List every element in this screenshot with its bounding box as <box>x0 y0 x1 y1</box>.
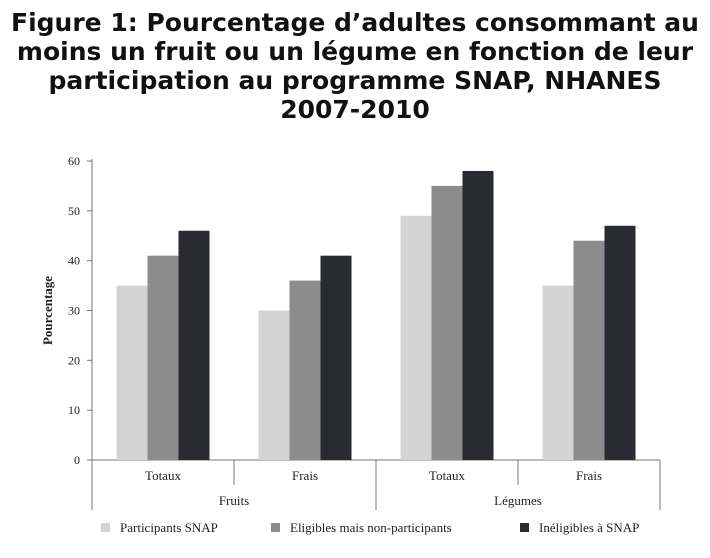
bar <box>431 185 463 460</box>
bar <box>400 215 432 460</box>
group-label: Légumes <box>494 493 542 508</box>
chart-labels: 0 10 20 30 40 50 60 Pourcentage Totaux Frais Totau… <box>40 154 602 508</box>
bar <box>542 285 574 460</box>
bar <box>258 310 290 460</box>
y-tick-label: 0 <box>74 453 80 467</box>
y-tick-label: 30 <box>68 304 80 318</box>
legend-swatch <box>101 523 110 532</box>
category-label: Frais <box>576 468 602 483</box>
group-label: Fruits <box>219 493 249 508</box>
bar <box>289 280 321 460</box>
y-tick-label: 20 <box>68 353 80 367</box>
figure-title: Figure 1: Pourcentage d’adultes consomma… <box>11 8 699 124</box>
bar <box>604 225 636 460</box>
y-tick-label: 40 <box>68 254 80 268</box>
chart-bars <box>116 170 636 460</box>
category-label: Totaux <box>429 468 465 483</box>
chart-legend: Participants SNAP Eligibles mais non-part… <box>101 520 639 535</box>
y-tick-label: 50 <box>68 204 80 218</box>
category-label: Frais <box>292 468 318 483</box>
category-label: Totaux <box>145 468 181 483</box>
legend-label: Eligibles mais non-participants <box>290 520 452 535</box>
bar <box>178 230 210 460</box>
bar <box>462 170 494 460</box>
y-tick-label: 60 <box>68 154 80 168</box>
bar <box>116 285 148 460</box>
y-tick-label: 10 <box>68 403 80 417</box>
bar <box>320 255 352 460</box>
legend-swatch <box>520 523 529 532</box>
bar <box>147 255 179 460</box>
legend-label: Inéligibles à SNAP <box>539 520 639 535</box>
bar <box>573 240 605 460</box>
y-axis-title: Pourcentage <box>40 276 55 345</box>
legend-label: Participants SNAP <box>120 520 218 535</box>
legend-swatch <box>271 523 280 532</box>
